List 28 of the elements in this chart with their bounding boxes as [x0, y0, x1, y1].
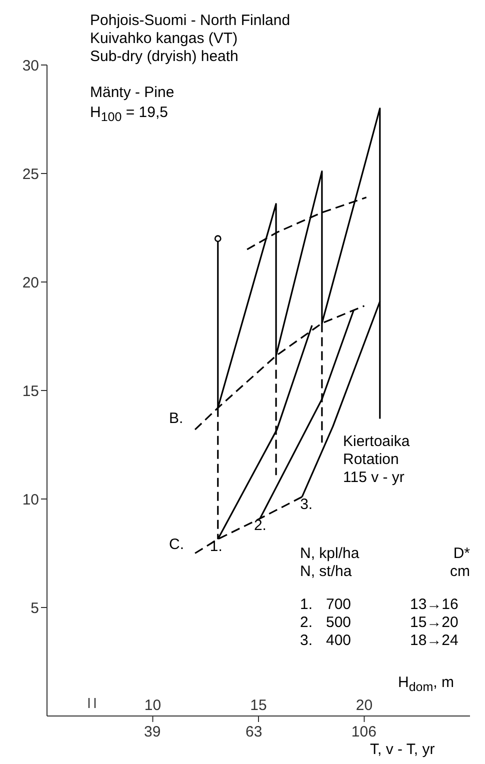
- x-axis-title: H$_{dom}$, m: [398, 674, 454, 695]
- chart-subtitle: Kuivahko kangas (VT) Sub-dry (dryish) heath: [90, 30, 238, 66]
- annotation: B.: [169, 410, 184, 428]
- x2-axis-title: T, v - T, yr: [370, 741, 435, 759]
- y-tick-label: 5: [30, 600, 39, 617]
- y-tick-label: 15: [22, 382, 39, 400]
- annotation: Kiertoaika Rotation 115 v - yr: [343, 433, 410, 487]
- x2-tick-label: 39: [144, 724, 161, 741]
- annotation: 2.: [254, 517, 266, 536]
- x2-tick-label: 63: [246, 724, 262, 741]
- annotation: Mänty - Pine: [90, 84, 174, 102]
- annotation: C.: [169, 536, 184, 554]
- annotation: 700 500 400: [326, 596, 352, 650]
- annotation: N, kpl/ha N, st/ha: [300, 545, 360, 581]
- x2-tick-label: 106: [351, 724, 376, 741]
- annotation: 13→16 15→20 18→24: [410, 596, 458, 650]
- y-tick-label: 10: [22, 491, 39, 508]
- annotation: 3.: [300, 496, 313, 514]
- y-tick-label: 30: [22, 57, 39, 74]
- x-tick-label: 15: [250, 697, 267, 714]
- annotation: H$_{100}$ = 19,5: [90, 104, 168, 125]
- x-tick-label: 10: [144, 697, 162, 714]
- chart-title: Pohjois-Suomi - North Finland: [90, 12, 290, 30]
- annotation: D* cm: [449, 545, 470, 581]
- annotation: 1. 2. 3.: [300, 596, 313, 650]
- y-tick-label: 20: [22, 274, 39, 292]
- y-tick-label: 25: [22, 166, 39, 183]
- x-tick-label: 20: [356, 697, 373, 714]
